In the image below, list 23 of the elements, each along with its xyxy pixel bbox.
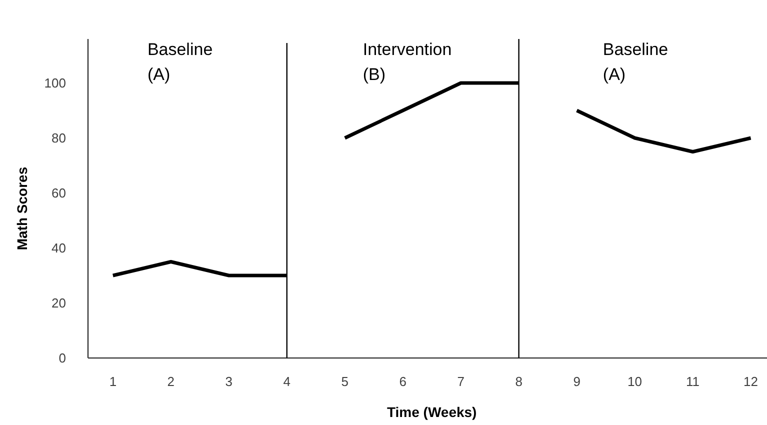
x-tick-label: 9 xyxy=(573,374,580,389)
annotation: Baseline (A) xyxy=(147,40,213,84)
x-tick-label: 7 xyxy=(457,374,464,389)
x-tick-label: 12 xyxy=(744,374,758,389)
x-tick-label: 11 xyxy=(686,374,700,389)
y-axis-title: Math Scores xyxy=(14,166,30,250)
x-tick-label: 1 xyxy=(109,374,117,389)
y-tick-label: 40 xyxy=(52,240,66,256)
x-tick-label: 8 xyxy=(515,374,522,389)
x-tick-label: 2 xyxy=(167,374,175,389)
annotation: Baseline (A) xyxy=(602,40,668,84)
x-tick-label: 4 xyxy=(283,374,291,389)
x-tick-label: 5 xyxy=(341,374,348,389)
x-axis-title: Time (Weeks) xyxy=(386,404,477,420)
x-tick-label: 6 xyxy=(399,374,406,389)
x-tick-label: 3 xyxy=(225,374,233,389)
y-tick-label: 60 xyxy=(52,186,66,201)
y-tick-label: 20 xyxy=(52,296,66,311)
y-tick-label: 80 xyxy=(52,130,66,146)
annotation: Intervention (B) xyxy=(362,40,452,84)
y-tick-label: 0 xyxy=(58,350,66,366)
y-tick-label: 100 xyxy=(44,76,66,91)
x-tick-label: 10 xyxy=(628,374,642,389)
